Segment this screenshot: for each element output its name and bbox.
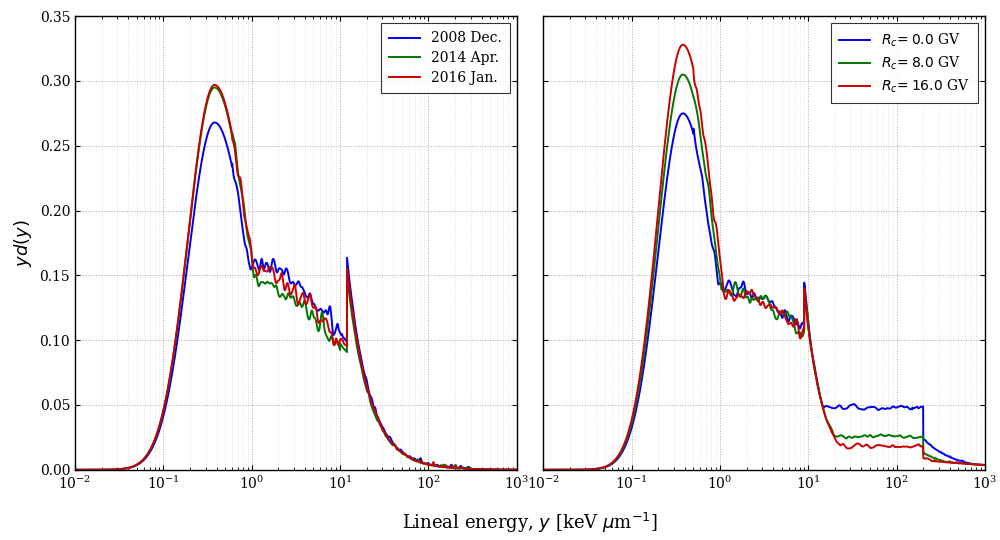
2014 Apr.	[239, 207, 251, 214]
$R_c$ =8.0 GV	[588, 466, 600, 472]
$R_c$ =8.0 GV	[614, 451, 626, 457]
2008 Dec.	[455, 463, 467, 469]
$R_c$ =16.0 GV	[979, 462, 991, 468]
2016 Jan.	[119, 465, 131, 472]
$R_c$ =0.0 GV	[614, 453, 626, 459]
2016 Jan.	[239, 214, 251, 221]
$R_c$ =8.0 GV	[923, 453, 935, 459]
2014 Apr.	[258, 279, 270, 286]
2016 Jan.	[146, 444, 158, 450]
$R_c$ =16.0 GV	[970, 461, 982, 468]
Line: 2014 Apr.: 2014 Apr.	[75, 87, 517, 470]
2016 Jan.	[511, 467, 523, 473]
Y-axis label: $yd(y)$: $yd(y)$	[12, 219, 34, 267]
$R_c$ =8.0 GV	[979, 462, 991, 468]
2008 Dec.	[502, 467, 514, 473]
2014 Apr.	[511, 467, 523, 473]
2016 Jan.	[209, 82, 221, 88]
$R_c$ =16.0 GV	[923, 456, 935, 462]
$R_c$ =8.0 GV	[677, 71, 689, 78]
$R_c$ =0.0 GV	[588, 466, 600, 472]
Line: 2016 Jan.: 2016 Jan.	[75, 85, 517, 470]
2014 Apr.	[502, 467, 514, 473]
Line: $R_c$ =0.0 GV: $R_c$ =0.0 GV	[543, 113, 985, 470]
Line: $R_c$ =8.0 GV: $R_c$ =8.0 GV	[543, 75, 985, 470]
$R_c$ =0.0 GV	[677, 110, 689, 117]
$R_c$ =16.0 GV	[707, 206, 719, 213]
$R_c$ =0.0 GV	[537, 467, 549, 473]
$R_c$ =0.0 GV	[970, 461, 982, 468]
$R_c$ =16.0 GV	[588, 466, 600, 472]
$R_c$ =8.0 GV	[970, 461, 982, 468]
Line: $R_c$ =16.0 GV: $R_c$ =16.0 GV	[543, 45, 985, 470]
2016 Jan.	[502, 467, 514, 473]
2014 Apr.	[69, 467, 81, 473]
2008 Dec.	[239, 239, 251, 245]
2014 Apr.	[119, 465, 131, 472]
2016 Jan.	[258, 267, 270, 274]
$R_c$ =8.0 GV	[537, 467, 549, 473]
2016 Jan.	[455, 465, 467, 471]
Text: Lineal energy, $y$ [keV $\mu$m$^{-1}$]: Lineal energy, $y$ [keV $\mu$m$^{-1}$]	[402, 510, 658, 535]
$R_c$ =0.0 GV	[726, 285, 738, 292]
2014 Apr.	[455, 465, 467, 471]
$R_c$ =16.0 GV	[677, 42, 689, 48]
2014 Apr.	[209, 84, 221, 91]
2008 Dec.	[146, 446, 158, 453]
$R_c$ =0.0 GV	[979, 462, 991, 468]
$R_c$ =16.0 GV	[537, 467, 549, 473]
$R_c$ =16.0 GV	[726, 292, 738, 299]
$R_c$ =8.0 GV	[726, 292, 738, 298]
2008 Dec.	[119, 465, 131, 472]
$R_c$ =16.0 GV	[614, 450, 626, 456]
2008 Dec.	[258, 265, 270, 272]
2016 Jan.	[69, 467, 81, 473]
2008 Dec.	[511, 467, 523, 473]
Line: 2008 Dec.: 2008 Dec.	[75, 123, 517, 470]
Legend: 2008 Dec., 2014 Apr., 2016 Jan.: 2008 Dec., 2014 Apr., 2016 Jan.	[381, 23, 510, 93]
$R_c$ =0.0 GV	[923, 441, 935, 447]
2008 Dec.	[69, 467, 81, 473]
Legend: $R_c\!=0.0$ GV, $R_c\!=8.0$ GV, $R_c\!=16.0$ GV: $R_c\!=0.0$ GV, $R_c\!=8.0$ GV, $R_c\!=1…	[831, 23, 978, 103]
$R_c$ =0.0 GV	[707, 245, 719, 251]
$R_c$ =8.0 GV	[707, 223, 719, 230]
2008 Dec.	[209, 119, 221, 126]
2014 Apr.	[146, 444, 158, 450]
